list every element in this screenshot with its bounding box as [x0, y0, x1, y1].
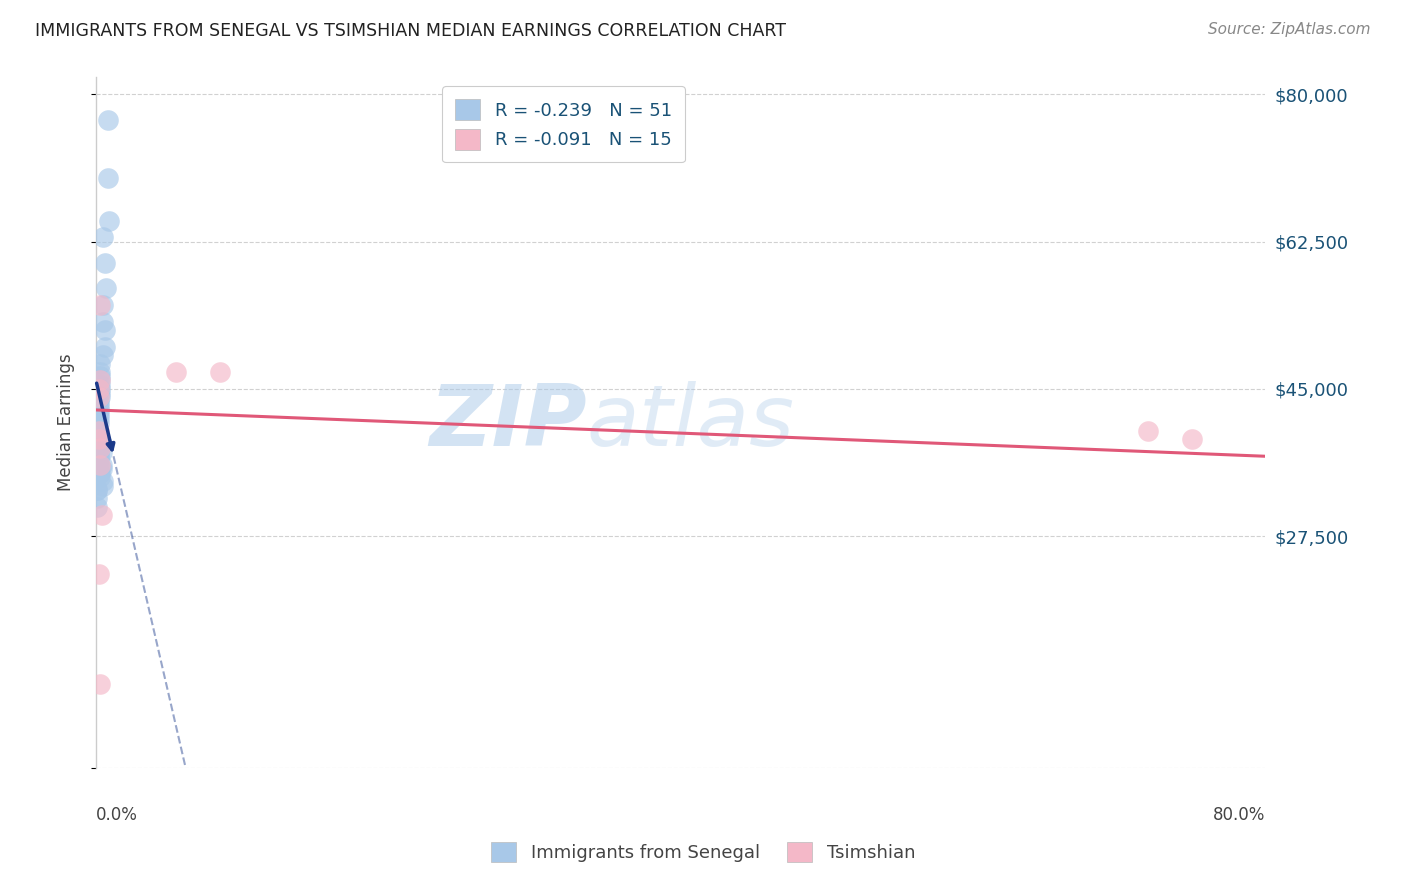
Point [94, 255, 117, 269]
Point [94, 323, 117, 337]
Point [89, 357, 111, 371]
Point [86, 491, 108, 506]
Point [165, 365, 187, 379]
Point [89, 390, 111, 404]
Point [86, 483, 108, 497]
Point [89, 377, 111, 392]
Point [87, 424, 110, 438]
Text: 80.0%: 80.0% [1212, 805, 1265, 823]
Point [86, 424, 108, 438]
Point [97, 171, 120, 186]
Point [89, 374, 111, 388]
Point [89, 374, 111, 388]
Point [89, 386, 111, 401]
Point [87, 449, 110, 463]
Point [86, 433, 108, 447]
Point [1136, 424, 1159, 438]
Point [86, 436, 108, 450]
Point [86, 419, 108, 434]
Point [89, 433, 111, 447]
Text: ZIP: ZIP [429, 381, 586, 464]
Point [89, 676, 111, 690]
Point [91, 298, 114, 312]
Y-axis label: Median Earnings: Median Earnings [58, 354, 75, 491]
Point [87, 416, 110, 430]
Point [87, 403, 110, 417]
Point [87, 458, 110, 472]
Text: atlas: atlas [586, 381, 794, 464]
Point [87, 382, 110, 396]
Point [87, 466, 110, 480]
Point [90, 458, 112, 472]
Point [89, 466, 111, 480]
Point [97, 112, 120, 127]
Point [91, 475, 114, 489]
Point [89, 298, 111, 312]
Text: IMMIGRANTS FROM SENEGAL VS TSIMSHIAN MEDIAN EARNINGS CORRELATION CHART: IMMIGRANTS FROM SENEGAL VS TSIMSHIAN MED… [35, 22, 786, 40]
Point [91, 348, 114, 362]
Point [98, 213, 121, 227]
Point [87, 394, 110, 409]
Point [89, 470, 111, 484]
Point [96, 281, 118, 295]
Point [90, 462, 112, 476]
Point [94, 340, 117, 354]
Point [89, 365, 111, 379]
Point [89, 458, 111, 472]
Point [86, 441, 108, 455]
Point [209, 365, 232, 379]
Point [1181, 433, 1204, 447]
Point [89, 382, 111, 396]
Point [87, 445, 110, 459]
Point [86, 500, 108, 514]
Point [86, 483, 108, 497]
Point [87, 399, 110, 413]
Point [91, 314, 114, 328]
Legend: Immigrants from Senegal, Tsimshian: Immigrants from Senegal, Tsimshian [484, 834, 922, 870]
Point [87, 567, 110, 582]
Point [89, 441, 111, 455]
Point [90, 436, 112, 450]
Point [87, 411, 110, 425]
Point [90, 445, 112, 459]
Point [86, 428, 108, 442]
Text: 0.0%: 0.0% [96, 805, 138, 823]
Point [89, 369, 111, 384]
Text: Source: ZipAtlas.com: Source: ZipAtlas.com [1208, 22, 1371, 37]
Point [87, 449, 110, 463]
Point [91, 479, 114, 493]
Point [87, 433, 110, 447]
Point [87, 390, 110, 404]
Point [87, 453, 110, 467]
Legend: R = -0.239   N = 51, R = -0.091   N = 15: R = -0.239 N = 51, R = -0.091 N = 15 [443, 87, 685, 162]
Point [90, 508, 112, 523]
Point [89, 441, 111, 455]
Point [87, 407, 110, 421]
Point [91, 230, 114, 244]
